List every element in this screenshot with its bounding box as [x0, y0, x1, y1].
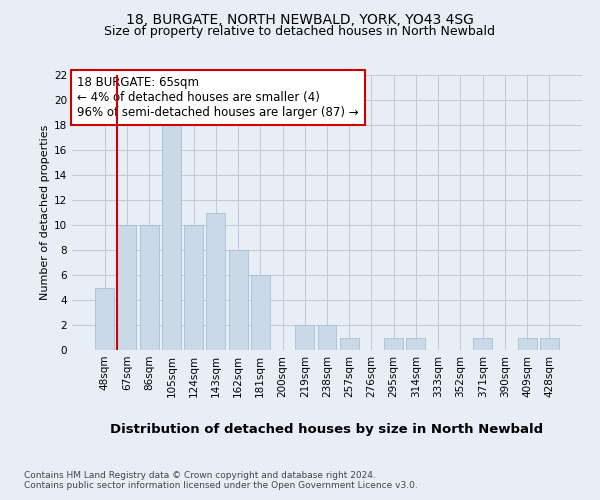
Bar [317, 325, 337, 350]
Bar [162, 125, 181, 350]
Bar [518, 338, 536, 350]
Bar [95, 288, 114, 350]
Bar [140, 225, 158, 350]
Bar [384, 338, 403, 350]
Bar [340, 338, 359, 350]
Bar [118, 225, 136, 350]
Bar [295, 325, 314, 350]
Bar [540, 338, 559, 350]
Bar [206, 212, 225, 350]
Text: Distribution of detached houses by size in North Newbald: Distribution of detached houses by size … [110, 422, 544, 436]
Text: Contains HM Land Registry data © Crown copyright and database right 2024.
Contai: Contains HM Land Registry data © Crown c… [24, 470, 418, 490]
Bar [184, 225, 203, 350]
Y-axis label: Number of detached properties: Number of detached properties [40, 125, 50, 300]
Bar [473, 338, 492, 350]
Bar [406, 338, 425, 350]
Bar [229, 250, 248, 350]
Text: 18, BURGATE, NORTH NEWBALD, YORK, YO43 4SG: 18, BURGATE, NORTH NEWBALD, YORK, YO43 4… [126, 12, 474, 26]
Text: 18 BURGATE: 65sqm
← 4% of detached houses are smaller (4)
96% of semi-detached h: 18 BURGATE: 65sqm ← 4% of detached house… [77, 76, 359, 120]
Bar [251, 275, 270, 350]
Text: Size of property relative to detached houses in North Newbald: Size of property relative to detached ho… [104, 25, 496, 38]
